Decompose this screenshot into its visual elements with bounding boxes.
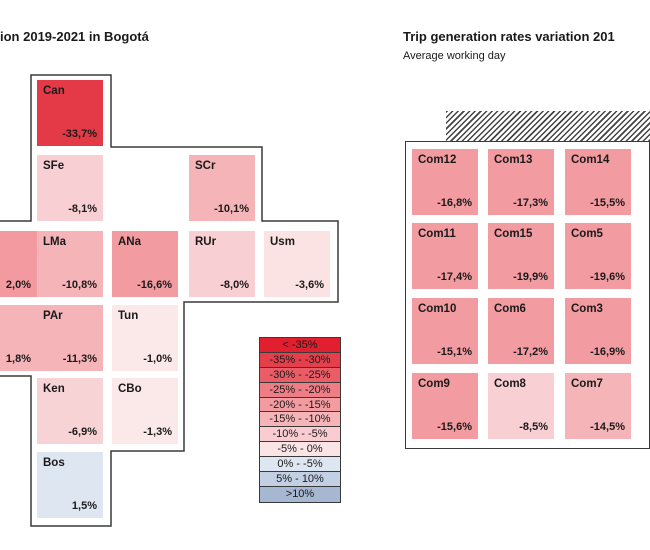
legend-entry: -15% - -10%	[260, 412, 340, 428]
cell-code: Com13	[494, 154, 533, 166]
left-cell-lma: LMa -10,8%	[37, 231, 103, 297]
cell-code: Usm	[270, 236, 295, 248]
cell-code: ANa	[118, 236, 142, 248]
cell-value: -11,3%	[62, 353, 97, 365]
left-cell-par: PAr -11,3%	[37, 305, 103, 371]
cell-code: PAr	[43, 310, 63, 322]
left-cell-rur: RUr -8,0%	[189, 231, 255, 297]
right-cell-com15: Com15 -19,9%	[488, 223, 554, 289]
left-cell-scr: SCr -10,1%	[189, 155, 255, 221]
legend-entry: -30% - -25%	[260, 367, 340, 383]
left-cell-tun: Tun -1,0%	[112, 305, 178, 371]
left-cell-cbo: CBo -1,3%	[112, 378, 178, 444]
cell-value: -19,9%	[513, 271, 548, 283]
cell-value: -15,6%	[437, 421, 472, 433]
legend-entry: -35% - -30%	[260, 352, 340, 368]
right-cell-com8: Com8 -8,5%	[488, 373, 554, 439]
cell-value: -17,4%	[437, 271, 472, 283]
legend: < -35% -35% - -30% -30% - -25% -25% - -20% -…	[259, 337, 341, 503]
cell-code: Tun	[118, 310, 139, 322]
left-cell-usm: Usm -3,6%	[264, 231, 330, 297]
cell-value: -1,0%	[143, 353, 172, 365]
cell-value: -15,5%	[590, 197, 625, 209]
cell-value: 1,5%	[71, 500, 97, 512]
cell-code: Com10	[418, 303, 457, 315]
left-cell-can: Can -33,7%	[37, 80, 103, 146]
cell-value: -3,6%	[295, 279, 324, 291]
cell-value: -1,3%	[143, 426, 172, 438]
cell-code: Can	[43, 85, 65, 97]
cell-value: -19,6%	[590, 271, 625, 283]
cell-code: Com3	[571, 303, 603, 315]
cell-code: SFe	[43, 160, 65, 172]
legend-entry: 0% - -5%	[260, 457, 340, 473]
left-cell-sfe: SFe -8,1%	[37, 155, 103, 221]
right-cell-com13: Com13 -17,3%	[488, 149, 554, 215]
cell-code: Com8	[494, 378, 526, 390]
left-cell-partial-3: 2,0%	[0, 231, 37, 297]
cell-code: Com5	[571, 228, 603, 240]
right-chart-title: Trip generation rates variation 201	[403, 29, 615, 44]
cell-code: Ken	[43, 383, 65, 395]
right-cell-com9: Com9 -15,6%	[412, 373, 478, 439]
cell-value: -6,9%	[68, 426, 97, 438]
cell-code: Com7	[571, 378, 603, 390]
cell-value: -8,1%	[68, 203, 97, 215]
cell-value: 1,8%	[5, 353, 31, 365]
cell-code: CBo	[118, 383, 142, 395]
cell-value: -16,9%	[590, 346, 625, 358]
left-cell-partial-8: 1,8%	[0, 305, 37, 371]
cell-code: Bos	[43, 457, 65, 469]
right-cell-com12: Com12 -16,8%	[412, 149, 478, 215]
cell-value: -8,0%	[220, 279, 249, 291]
cell-value: -16,6%	[137, 279, 172, 291]
cell-value: 2,0%	[5, 279, 31, 291]
cell-code: SCr	[195, 160, 216, 172]
cell-code: Com6	[494, 303, 526, 315]
right-cell-com6: Com6 -17,2%	[488, 298, 554, 364]
legend-entry: < -35%	[260, 338, 340, 353]
cell-value: -33,7%	[62, 128, 97, 140]
legend-entry: >10%	[260, 486, 340, 502]
cell-value: -10,1%	[214, 203, 249, 215]
cell-code: RUr	[195, 236, 217, 248]
left-cell-bos: Bos 1,5%	[37, 452, 103, 518]
left-cell-ken: Ken -6,9%	[37, 378, 103, 444]
hatched-area	[446, 111, 650, 141]
right-cell-com5: Com5 -19,6%	[565, 223, 631, 289]
right-cell-com11: Com11 -17,4%	[412, 223, 478, 289]
cell-value: -16,8%	[437, 197, 472, 209]
right-cell-com14: Com14 -15,5%	[565, 149, 631, 215]
legend-entry: -5% - 0%	[260, 442, 340, 458]
cell-code: Com11	[418, 228, 456, 240]
cell-code: Com9	[418, 378, 450, 390]
right-cell-com7: Com7 -14,5%	[565, 373, 631, 439]
cell-code: Com14	[571, 154, 610, 166]
cell-code: Com15	[494, 228, 533, 240]
legend-entry: -20% - -15%	[260, 397, 340, 413]
cell-code: LMa	[43, 236, 66, 248]
left-cell-ana: ANa -16,6%	[112, 231, 178, 297]
cell-value: -15,1%	[437, 346, 472, 358]
legend-entry: 5% - 10%	[260, 472, 340, 487]
right-cell-com10: Com10 -15,1%	[412, 298, 478, 364]
right-cell-com3: Com3 -16,9%	[565, 298, 631, 364]
left-chart-title: ion 2019-2021 in Bogotá	[0, 29, 149, 44]
cell-value: -17,2%	[513, 346, 548, 358]
cell-value: -8,5%	[519, 421, 548, 433]
cell-value: -14,5%	[590, 421, 625, 433]
legend-entry: -25% - -20%	[260, 382, 340, 398]
right-chart-subtitle: Average working day	[403, 50, 506, 62]
cell-value: -10,8%	[62, 279, 97, 291]
cell-value: -17,3%	[513, 197, 548, 209]
cell-code: Com12	[418, 154, 457, 166]
legend-entry: -10% - -5%	[260, 427, 340, 443]
